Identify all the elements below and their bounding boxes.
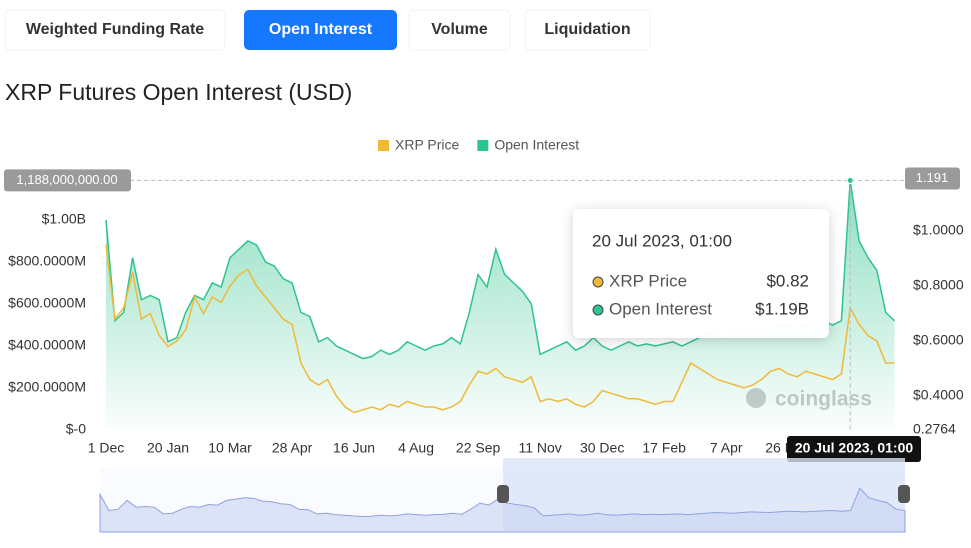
tab[interactable]: Weighted Funding Rate [4,9,226,51]
x-tick-label: 4 Aug [398,440,434,456]
navigator-handle[interactable] [898,485,910,503]
navigator-handle[interactable] [497,485,509,503]
legend-swatch [477,140,489,151]
tab-bg [4,9,226,51]
x-tick-label: 28 Apr [272,440,313,456]
crosshair-x-label: 20 Jul 2023, 01:00 [795,440,914,456]
plot: XRP Price Open Interest $-0 $200.0000M $400.… [4,137,964,533]
y2-tick-label: $0.4000 [913,387,964,403]
x-tick-label: 20 Jan [147,440,189,456]
crosshair-y-label: 1,188,000,000.00 [16,172,117,187]
tooltip-name: XRP Price [609,271,687,290]
tab-bg [244,10,397,50]
y2-tick-label: $1.0000 [913,222,964,238]
x-tick-label: 22 Sep [456,440,501,456]
tab[interactable]: Open Interest [244,10,397,50]
tab-label: Liquidation [544,21,630,38]
tab-label: Volume [431,21,488,38]
tab-label: Open Interest [269,21,373,38]
tab[interactable]: Volume [408,9,511,51]
tooltip-box [573,209,829,338]
tooltip-name: Open Interest [609,299,712,318]
navigator-area [99,487,906,533]
tooltip-dot [592,304,604,316]
x-tick-label: 7 Apr [710,440,743,456]
tooltip: 20 Jul 2023, 01:00 XRP Price $0.82 Open Int… [573,209,829,338]
tab-label: Weighted Funding Rate [26,21,204,38]
y-tick-label: $1.00B [42,211,86,227]
crosshair-dot [846,176,854,184]
y-tick-label: $600.0000M [8,295,86,311]
tab-bar: Weighted Funding Rate Open Interest Volume… [4,9,651,51]
x-tick-label: 10 Mar [208,440,252,456]
legend-swatch [378,140,389,151]
tooltip-title: 20 Jul 2023, 01:00 [592,231,732,250]
y2-tick-label: 0.2764 [913,421,956,437]
crosshair-y-box [4,169,131,192]
crosshair-x-box [787,436,921,462]
x-tick-label: 11 Nov [518,440,561,456]
crosshair-y2-label: 1.191 [916,170,949,185]
tooltip-value: $1.19B [755,299,809,318]
y-tick-label: $400.0000M [8,337,86,353]
y-tick-label: $200.0000M [8,379,86,395]
y2-tick-label: $0.6000 [913,332,964,348]
chart-title: XRP Futures Open Interest (USD) [5,79,352,105]
x-tick-label: 17 Feb [642,440,686,456]
x-tick-label: 1 Dec [88,440,125,456]
tab-bg [408,9,511,51]
tooltip-value: $0.82 [766,271,809,290]
y-tick-label: $-0 [66,421,86,437]
crosshair-y2-box [905,167,960,190]
x-tick-label: 30 Dec [580,440,624,456]
legend-label[interactable]: Open Interest [494,137,579,153]
legend-label[interactable]: XRP Price [395,137,460,153]
tab[interactable]: Liquidation [524,9,651,51]
x-tick-label: 16 Jun [333,440,375,456]
tooltip-dot [592,276,604,288]
tab-bg [524,9,651,51]
series-line [105,244,895,414]
y2-tick-label: $0.8000 [913,277,964,293]
y-tick-label: $800.0000M [8,253,86,269]
